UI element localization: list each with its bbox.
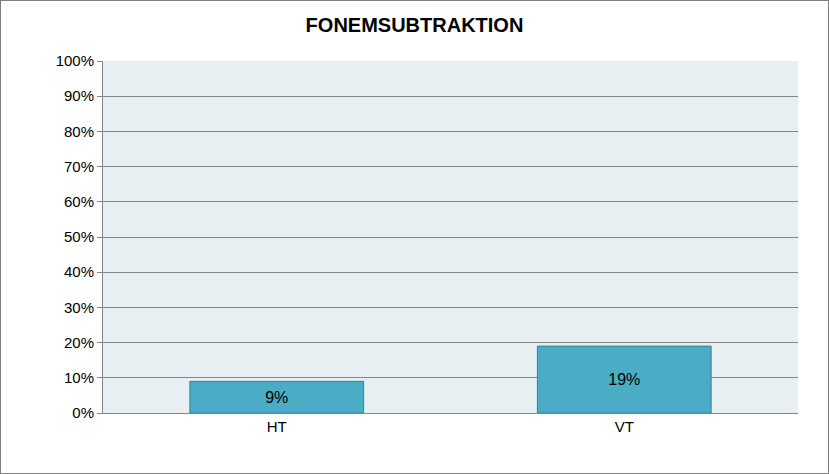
svg-text:80%: 80% — [64, 123, 94, 140]
svg-text:90%: 90% — [64, 87, 94, 104]
svg-text:40%: 40% — [64, 263, 94, 280]
svg-text:20%: 20% — [64, 334, 94, 351]
svg-text:70%: 70% — [64, 158, 94, 175]
svg-text:10%: 10% — [64, 369, 94, 386]
svg-text:0%: 0% — [72, 404, 94, 421]
svg-text:HT: HT — [267, 418, 287, 435]
svg-text:VT: VT — [615, 418, 634, 435]
svg-text:FONEMSUBTRAKTION: FONEMSUBTRAKTION — [306, 14, 524, 36]
svg-text:60%: 60% — [64, 193, 94, 210]
svg-text:100%: 100% — [56, 52, 94, 69]
svg-text:19%: 19% — [608, 371, 640, 388]
svg-text:30%: 30% — [64, 299, 94, 316]
svg-text:50%: 50% — [64, 228, 94, 245]
svg-text:9%: 9% — [265, 389, 288, 406]
